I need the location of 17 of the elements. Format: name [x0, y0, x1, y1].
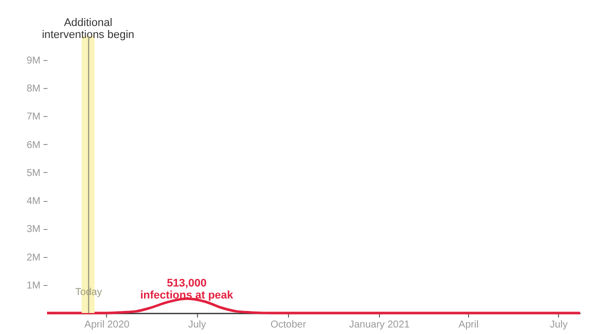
y-tick-label: 4M [26, 196, 40, 208]
y-tick-label: 7M [26, 112, 40, 123]
y-tick-label: 8M [26, 84, 40, 95]
y-tick-label: 1M [26, 280, 40, 292]
x-tick-label: January 2021 [349, 320, 410, 330]
band-label: Additional interventions begin [42, 17, 134, 41]
y-tick-label: 2M [26, 252, 40, 264]
y-tick-label: 3M [26, 224, 40, 236]
x-tick-label: October [270, 320, 307, 330]
y-tick-label: 5M [26, 168, 40, 179]
x-tick-label: July [550, 320, 568, 330]
x-tick-label: April [458, 320, 479, 330]
y-tick-label: 6M [26, 140, 40, 151]
x-tick-label: April 2020 [84, 320, 130, 330]
x-tick-label: July [188, 320, 206, 330]
annotation: 513,000 infections at peak [140, 278, 234, 302]
y-tick-label: 9M [26, 55, 40, 66]
